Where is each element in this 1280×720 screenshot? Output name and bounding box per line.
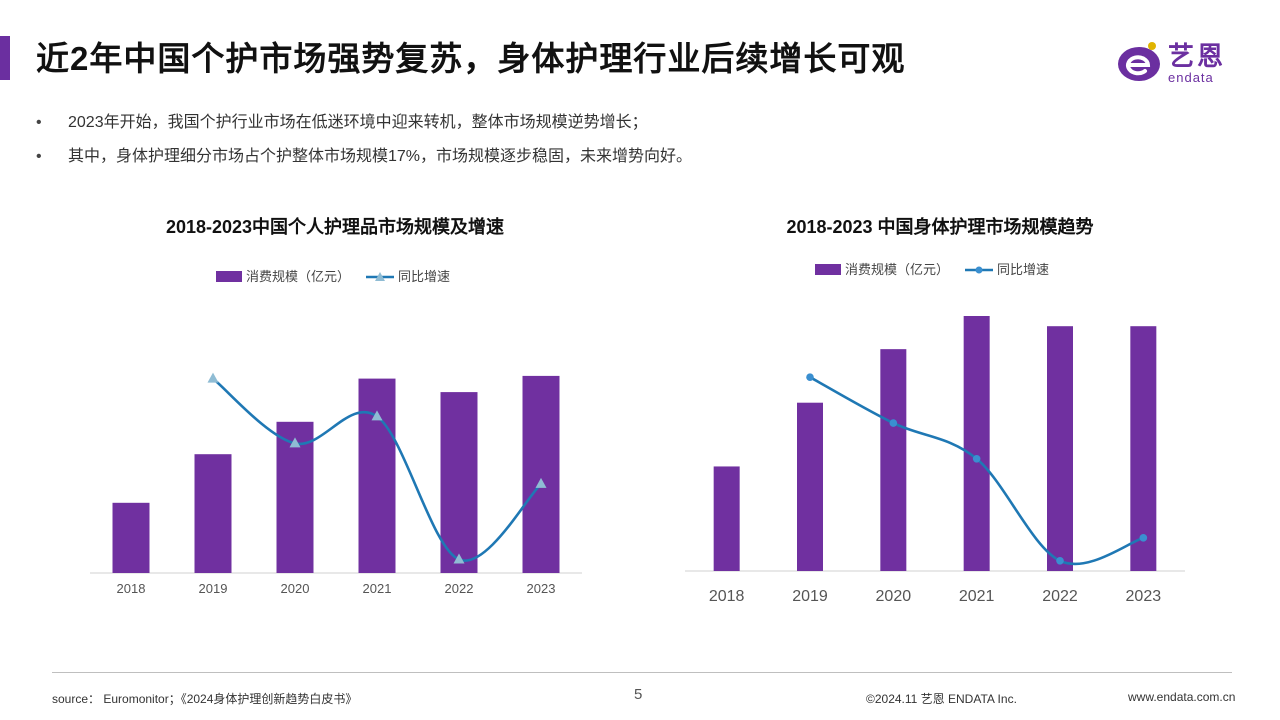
chart-panel-body-care: 2018-2023 中国身体护理市场规模趋势 消费规模（亿元） 同比增速 2018 2… <box>680 205 1200 615</box>
growth-point-2020 <box>289 437 301 448</box>
chart-title: 2018-2023中国个人护理品市场规模及增速 <box>165 217 505 237</box>
bar-2020 <box>880 349 907 571</box>
page-number: 5 <box>634 686 643 703</box>
legend-swatch-bar <box>216 271 242 282</box>
legend-label-line: 同比增速 <box>398 269 450 284</box>
footer-copyright: ©2024.11 艺恩 ENDATA Inc. <box>866 692 1017 706</box>
x-tick-label-2019: 2019 <box>792 588 828 605</box>
x-tick-label-2023: 2023 <box>527 581 556 596</box>
x-tick-label-2019: 2019 <box>199 581 228 596</box>
legend-label-bar: 消费规模（亿元） <box>845 262 949 277</box>
bullet-dot: • <box>36 114 42 131</box>
legend-label-line: 同比增速 <box>997 262 1049 277</box>
x-tick-label-2023: 2023 <box>1126 588 1162 605</box>
legend-marker <box>375 272 385 281</box>
bar-2021 <box>358 378 396 573</box>
bar-2023 <box>522 375 560 573</box>
body-care-chart: 消费规模（亿元） 同比增速 2018 2019 2020 2021 2022 2023 <box>685 262 1185 605</box>
x-tick-label-2018: 2018 <box>117 581 146 596</box>
chart-legend: 消费规模（亿元） 同比增速 <box>216 269 450 284</box>
growth-point-2023 <box>1139 534 1148 542</box>
bar-2023 <box>1130 326 1157 571</box>
chart-legend: 消费规模（亿元） 同比增速 <box>815 262 1049 277</box>
chart-title: 2018-2023 中国身体护理市场规模趋势 <box>786 217 1094 237</box>
growth-point-2020 <box>889 419 898 427</box>
x-tick-label-2021: 2021 <box>363 581 392 596</box>
footer-source: source： Euromonitor；《2024身体护理创新趋势白皮书》 <box>52 692 358 706</box>
x-tick-label-2021: 2021 <box>959 588 995 605</box>
footer-website: www.endata.com.cn <box>1128 690 1236 704</box>
growth-point-2021 <box>371 410 383 421</box>
x-tick-label-2020: 2020 <box>281 581 310 596</box>
bullet-text: 其中，身体护理细分市场占个护整体市场规模17%，市场规模逐步稳固，未来增势向好。 <box>68 148 693 165</box>
logo-text-en: endata <box>1168 70 1214 85</box>
growth-point-2022 <box>1056 557 1064 565</box>
page-title: 近2年中国个护市场强势复苏，身体护理行业后续增长可观 <box>36 40 906 77</box>
legend-marker <box>975 266 983 274</box>
bullet-item: • 其中，身体护理细分市场占个护整体市场规模17%，市场规模逐步稳固，未来增势向好… <box>36 140 692 174</box>
bullet-text: 2023年开始，我国个护行业市场在低迷环境中迎来转机，整体市场规模逆势增长； <box>68 114 648 131</box>
endata-logo: 艺恩 endata <box>1112 38 1252 88</box>
x-tick-label-2022: 2022 <box>445 581 474 596</box>
logo-text-cn: 艺恩 <box>1168 41 1227 71</box>
growth-point-2023 <box>535 477 547 488</box>
summary-bullets: • 2023年开始，我国个护行业市场在低迷环境中迎来转机，整体市场规模逆势增长； … <box>36 106 692 174</box>
endata-logo-icon <box>1118 42 1160 81</box>
title-accent-bar <box>0 36 10 80</box>
bullet-dot: • <box>36 148 42 165</box>
growth-point-2022 <box>453 553 465 564</box>
bar-2021 <box>963 316 990 571</box>
personal-care-chart: 消费规模（亿元） 同比增速 2018 2019 2020 2021 2022 2023 <box>90 269 582 596</box>
growth-point-2019 <box>207 372 219 383</box>
legend-swatch-bar <box>815 264 841 275</box>
growth-point-2021 <box>972 455 981 463</box>
growth-rate-line <box>212 377 542 562</box>
footer-divider <box>52 672 1232 673</box>
x-tick-label-2020: 2020 <box>876 588 912 605</box>
x-tick-label-2022: 2022 <box>1042 588 1078 605</box>
bullet-item: • 2023年开始，我国个护行业市场在低迷环境中迎来转机，整体市场规模逆势增长； <box>36 106 692 140</box>
x-tick-label-2018: 2018 <box>709 588 745 605</box>
bar-2018 <box>112 502 150 573</box>
bar-2019 <box>797 402 823 571</box>
chart-panel-personal-care: 2018-2023中国个人护理品市场规模及增速 消费规模（亿元） 同比增速 2018… <box>70 205 600 615</box>
bar-2022 <box>1047 326 1073 571</box>
growth-point-2019 <box>806 373 814 381</box>
bar-2018 <box>713 466 740 571</box>
bar-2022 <box>440 392 478 573</box>
legend-label-bar: 消费规模（亿元） <box>246 269 350 284</box>
bar-2019 <box>194 454 232 573</box>
